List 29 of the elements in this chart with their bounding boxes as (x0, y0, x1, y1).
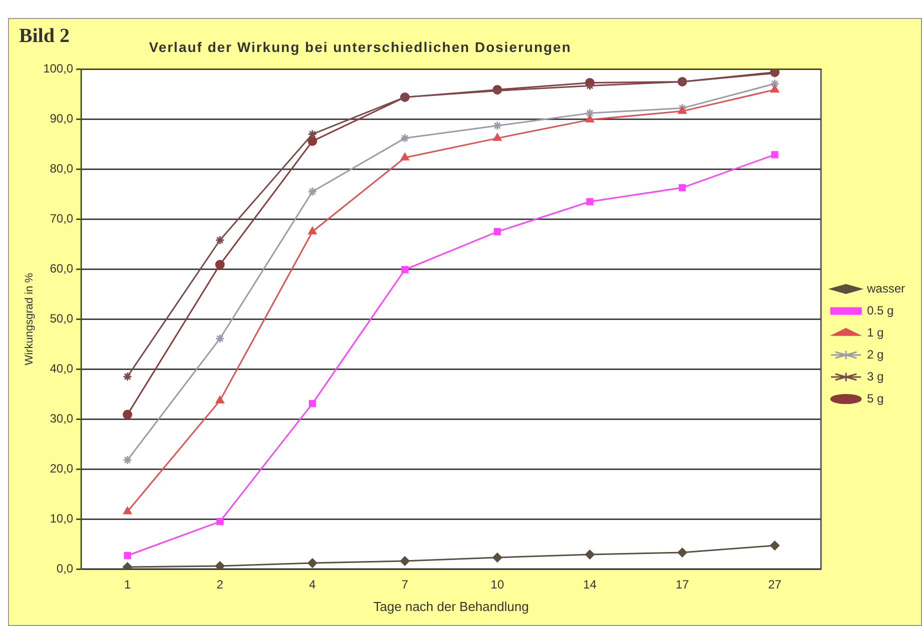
y-tick-label: 50,0 (50, 311, 74, 326)
text: Bild 2 (19, 25, 70, 48)
y-tick-label: 90,0 (50, 111, 74, 126)
y-tick-label: 80,0 (50, 161, 74, 176)
y-tick-label: 100,0 (43, 62, 74, 76)
x-tick-label: 14 (583, 578, 597, 592)
x-tick-label: 17 (676, 578, 690, 592)
y-tick-label: 40,0 (50, 361, 74, 376)
y-axis-title: Wirkungsgrad in % (24, 272, 36, 366)
x-tick-label: 10 (490, 578, 504, 592)
legend-label: 0.5 g (866, 303, 894, 318)
x-tick-label: 1 (124, 578, 132, 592)
y-tick-label: 60,0 (50, 261, 74, 276)
x-tick-label: 27 (768, 578, 782, 592)
legend-label: 2 g (866, 347, 884, 362)
x-tick-label: 7 (402, 578, 409, 592)
y-tick-label: 70,0 (50, 211, 74, 226)
y-tick-label: 0,0 (56, 561, 74, 576)
x-axis-title: Tage nach der Behandlung (373, 598, 529, 614)
y-tick-label: 10,0 (50, 511, 74, 526)
legend-label: 3 g (866, 369, 884, 384)
x-tick-label: 4 (309, 578, 316, 592)
legend-label: wasser (866, 281, 906, 296)
chart-title: Verlauf der Wirkung bei unterschiedlichen Dosierungen (149, 39, 572, 55)
y-tick-label: 30,0 (50, 411, 74, 426)
legend-label: 1 g (866, 325, 884, 340)
x-tick-label: 2 (216, 578, 224, 592)
y-tick-label: 20,0 (50, 461, 74, 476)
legend-label: 5 g (866, 391, 884, 406)
